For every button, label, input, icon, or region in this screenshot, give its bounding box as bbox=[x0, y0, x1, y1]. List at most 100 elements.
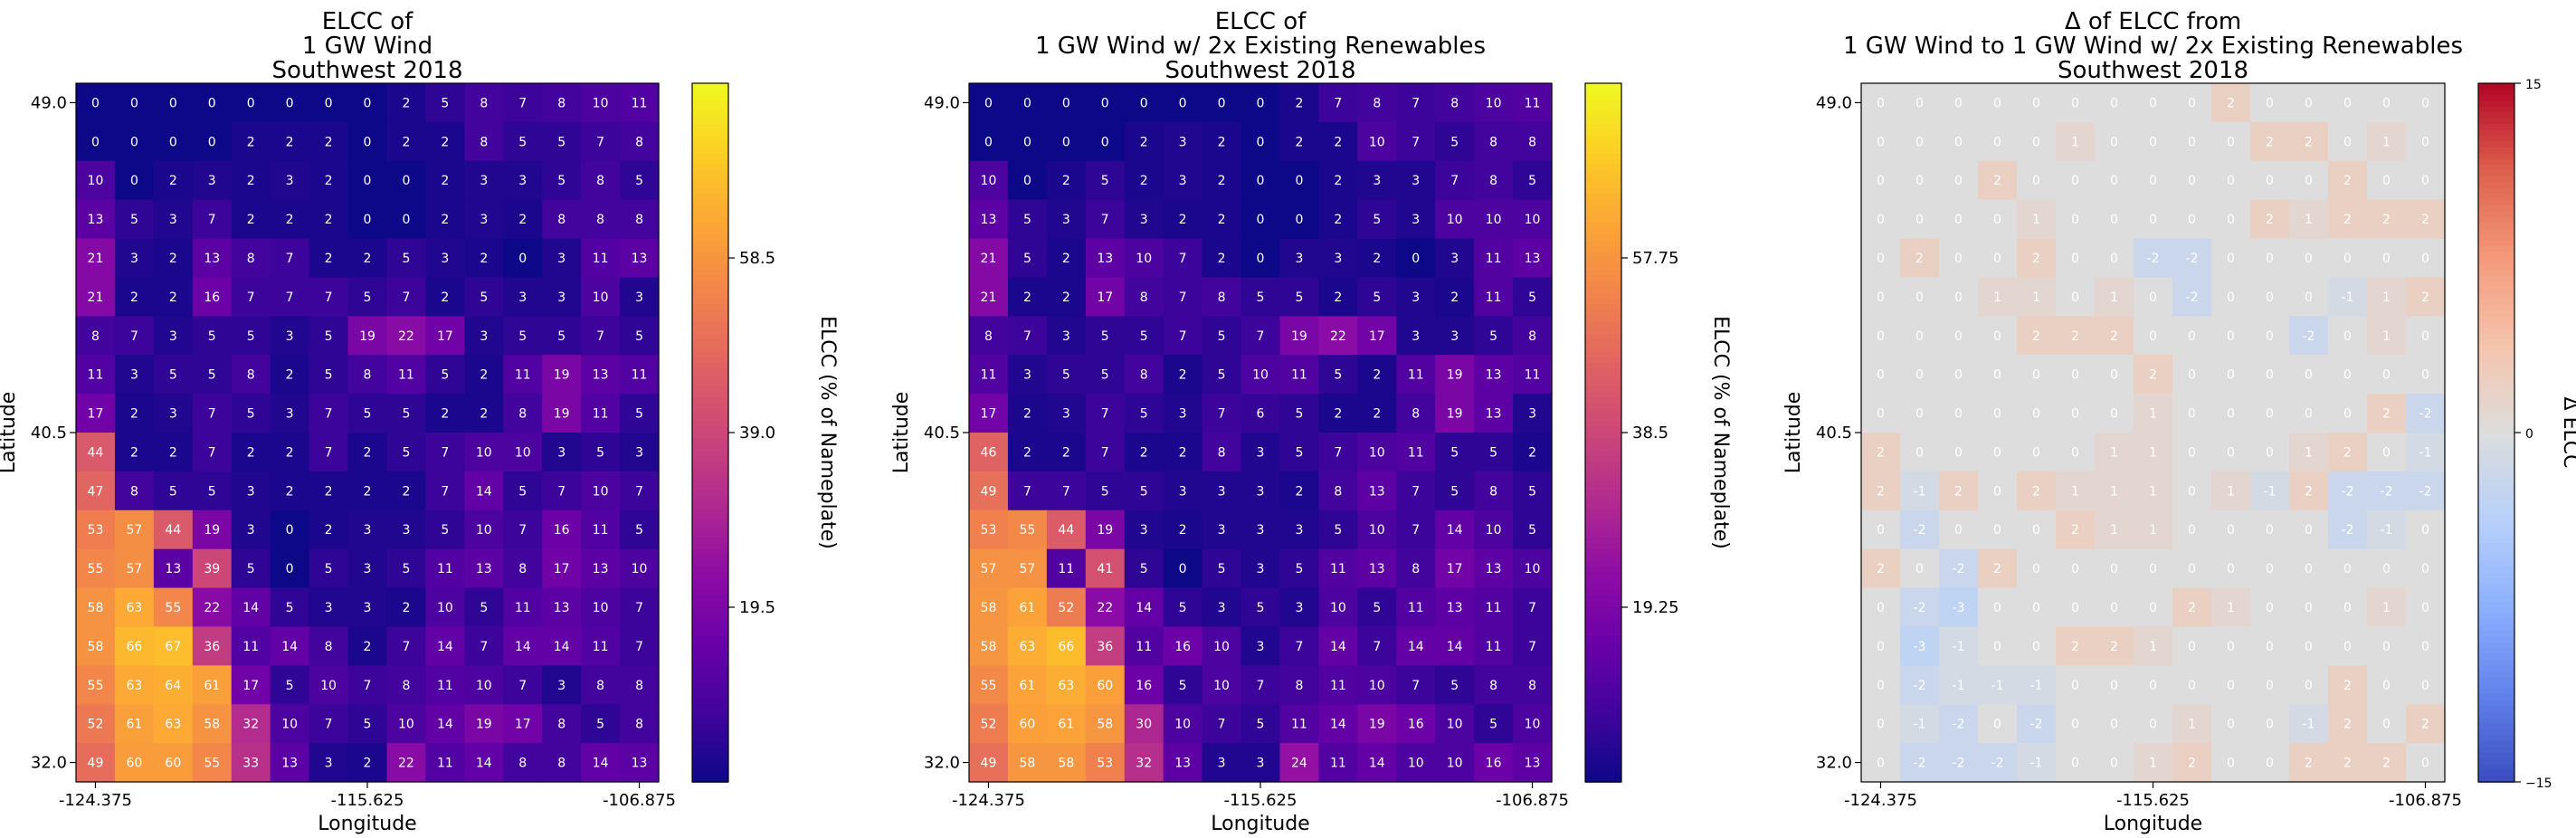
heatmap-cell bbox=[2211, 160, 2251, 201]
colorbar-segment bbox=[1585, 467, 1621, 474]
heatmap-cell bbox=[231, 394, 271, 433]
heatmap-cell bbox=[969, 743, 1009, 783]
cell-value-label: 0 bbox=[1993, 368, 2001, 383]
heatmap-cell bbox=[1007, 665, 1048, 705]
cell-value-label: 52 bbox=[88, 718, 104, 732]
heatmap-cell bbox=[1163, 355, 1203, 395]
heatmap-cell bbox=[425, 355, 465, 395]
cell-value-label: 7 bbox=[247, 290, 255, 305]
cell-value-label: 44 bbox=[1058, 523, 1074, 538]
colorbar-segment bbox=[692, 269, 728, 277]
heatmap-cell bbox=[2211, 509, 2251, 550]
heatmap-cell bbox=[386, 394, 426, 433]
heatmap-cell bbox=[2289, 238, 2329, 279]
heatmap-cell bbox=[192, 548, 233, 589]
cell-value-label: 2 bbox=[325, 523, 333, 538]
chart-title-line: ELCC of bbox=[1215, 8, 1307, 35]
colorbar-segment bbox=[692, 770, 728, 777]
colorbar-segment bbox=[1585, 770, 1621, 777]
heatmap-cell bbox=[2367, 509, 2407, 550]
colorbar-segment bbox=[2478, 443, 2514, 452]
cell-value-label: 8 bbox=[518, 407, 527, 422]
heatmap-cell bbox=[2250, 121, 2290, 162]
cell-value-label: 0 bbox=[2071, 368, 2079, 383]
colorbar-segment bbox=[1585, 397, 1621, 405]
colorbar-segment bbox=[1585, 281, 1621, 288]
colorbar-segment bbox=[2478, 258, 2514, 265]
colorbar-segment bbox=[2478, 205, 2514, 213]
cell-value-label: 11 bbox=[593, 252, 609, 266]
heatmap-cell bbox=[386, 548, 426, 589]
cell-value-label: 0 bbox=[1954, 523, 1963, 538]
cell-value-label: 10 bbox=[1447, 718, 1463, 732]
cell-value-label: 0 bbox=[2305, 174, 2313, 188]
colorbar-segment bbox=[692, 706, 728, 713]
colorbar-segment bbox=[1585, 287, 1621, 294]
cell-value-label: 2 bbox=[2227, 96, 2235, 110]
colorbar-segment bbox=[692, 752, 728, 760]
heatmap-cell bbox=[1240, 548, 1281, 589]
heatmap-cell bbox=[76, 548, 116, 589]
cell-value-label: 2 bbox=[2382, 757, 2391, 771]
cell-value-label: 0 bbox=[2071, 252, 2079, 266]
heatmap-cell bbox=[153, 509, 194, 550]
colorbar-segment bbox=[692, 443, 728, 452]
cell-value-label: 66 bbox=[1058, 640, 1074, 654]
cell-value-label: -2 bbox=[2419, 407, 2432, 422]
cell-value-label: 0 bbox=[2266, 562, 2274, 576]
cell-value-label: -1 bbox=[2264, 484, 2277, 499]
cell-value-label: 14 bbox=[593, 757, 609, 771]
cell-value-label: 0 bbox=[2343, 562, 2352, 576]
colorbar-segment bbox=[2478, 211, 2514, 218]
colorbar-segment bbox=[2478, 83, 2514, 90]
cell-value-label: 0 bbox=[2149, 329, 2157, 344]
heatmap-cell bbox=[1046, 704, 1087, 744]
colorbar-tick-label: 19.25 bbox=[1632, 598, 1679, 617]
cell-value-label: 10 bbox=[1136, 252, 1152, 266]
heatmap-cell bbox=[1978, 160, 2018, 201]
colorbar-segment bbox=[692, 689, 728, 696]
cell-value-label: 3 bbox=[1218, 484, 1226, 499]
heatmap-cell bbox=[114, 704, 155, 744]
heatmap-cell bbox=[231, 433, 271, 472]
cell-value-label: 14 bbox=[1408, 640, 1424, 654]
heatmap-cell bbox=[1939, 433, 1979, 472]
heatmap-cell bbox=[1474, 587, 1514, 628]
heatmap-cell bbox=[2056, 471, 2096, 511]
cell-value-label: 60 bbox=[1019, 718, 1035, 732]
heatmap-cell bbox=[2328, 743, 2368, 783]
colorbar-segment bbox=[1585, 723, 1621, 730]
heatmap-cell bbox=[1318, 238, 1358, 279]
y-axis-label: Latitude bbox=[890, 392, 913, 474]
cell-value-label: 0 bbox=[1993, 407, 2001, 422]
heatmap-cell bbox=[2250, 238, 2290, 279]
cell-value-label: 2 bbox=[364, 252, 372, 266]
cell-value-label: 2 bbox=[1023, 290, 1031, 305]
heatmap-cell bbox=[270, 743, 310, 783]
colorbar-segment bbox=[2478, 508, 2514, 515]
chart-title-line: ELCC of bbox=[322, 8, 413, 35]
heatmap-cell bbox=[231, 316, 271, 356]
colorbar-segment bbox=[2478, 112, 2514, 119]
cell-value-label: 21 bbox=[88, 252, 104, 266]
cell-value-label: 0 bbox=[1954, 213, 1963, 227]
heatmap-cell bbox=[1357, 355, 1397, 395]
heatmap-cell bbox=[347, 277, 388, 317]
cell-value-label: 0 bbox=[1993, 484, 2001, 499]
colorbar-segment bbox=[692, 240, 728, 247]
x-tick-label: -106.875 bbox=[2389, 791, 2462, 810]
heatmap-cell bbox=[2367, 471, 2407, 511]
heatmap-cell bbox=[2056, 626, 2096, 666]
heatmap-cell bbox=[2250, 316, 2290, 356]
cell-value-label: 2 bbox=[441, 407, 449, 422]
cell-value-label: 1 bbox=[2032, 290, 2040, 305]
cell-value-label: 0 bbox=[2266, 640, 2274, 654]
cell-value-label: 5 bbox=[1528, 484, 1536, 499]
heatmap-cell bbox=[1939, 316, 1979, 356]
cell-value-label: 30 bbox=[1136, 718, 1152, 732]
heatmap-cell bbox=[969, 626, 1009, 666]
cell-value-label: 11 bbox=[1291, 718, 1307, 732]
colorbar-segment bbox=[692, 648, 728, 655]
cell-value-label: 60 bbox=[165, 757, 181, 771]
heatmap-cell bbox=[425, 587, 465, 628]
